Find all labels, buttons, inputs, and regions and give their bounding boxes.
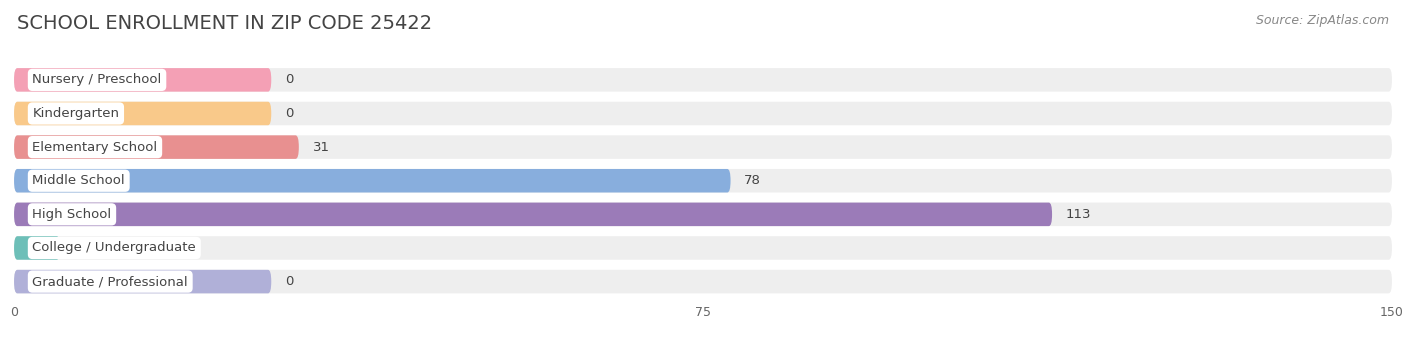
FancyBboxPatch shape [14, 135, 299, 159]
FancyBboxPatch shape [14, 270, 271, 293]
FancyBboxPatch shape [14, 68, 271, 92]
Text: 113: 113 [1066, 208, 1091, 221]
FancyBboxPatch shape [14, 270, 1392, 293]
FancyBboxPatch shape [14, 102, 271, 125]
Text: High School: High School [32, 208, 111, 221]
Text: 0: 0 [285, 107, 294, 120]
Text: 5: 5 [73, 241, 83, 254]
Text: 78: 78 [744, 174, 761, 187]
Text: Graduate / Professional: Graduate / Professional [32, 275, 188, 288]
FancyBboxPatch shape [14, 169, 1392, 193]
FancyBboxPatch shape [14, 203, 1052, 226]
Text: Nursery / Preschool: Nursery / Preschool [32, 73, 162, 86]
FancyBboxPatch shape [14, 102, 1392, 125]
Text: 0: 0 [285, 73, 294, 86]
Text: 0: 0 [285, 275, 294, 288]
Text: Kindergarten: Kindergarten [32, 107, 120, 120]
Text: Elementary School: Elementary School [32, 140, 157, 153]
FancyBboxPatch shape [14, 203, 1392, 226]
Text: Source: ZipAtlas.com: Source: ZipAtlas.com [1256, 14, 1389, 27]
Text: 31: 31 [312, 140, 329, 153]
Text: College / Undergraduate: College / Undergraduate [32, 241, 197, 254]
FancyBboxPatch shape [14, 169, 731, 193]
FancyBboxPatch shape [14, 236, 1392, 260]
FancyBboxPatch shape [14, 68, 1392, 92]
FancyBboxPatch shape [14, 236, 60, 260]
Text: Middle School: Middle School [32, 174, 125, 187]
FancyBboxPatch shape [14, 135, 1392, 159]
Text: SCHOOL ENROLLMENT IN ZIP CODE 25422: SCHOOL ENROLLMENT IN ZIP CODE 25422 [17, 14, 432, 33]
